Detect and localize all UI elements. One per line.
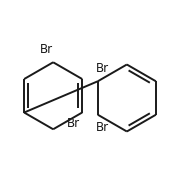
Text: Br: Br: [96, 122, 109, 134]
Text: Br: Br: [67, 117, 80, 130]
Text: Br: Br: [40, 43, 53, 56]
Text: Br: Br: [96, 62, 109, 74]
